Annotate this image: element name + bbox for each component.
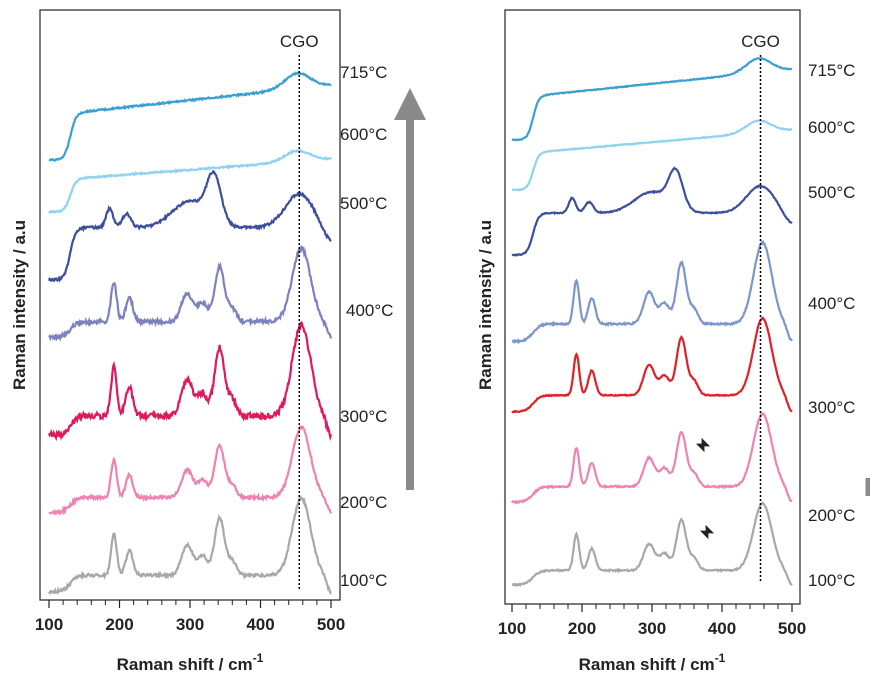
temperature-label: 500°C	[340, 194, 387, 213]
spectrum-line-4	[511, 239, 793, 345]
temperature-label: 400°C	[808, 294, 855, 313]
temperature-label: 400°C	[346, 301, 393, 320]
spectrum-line-2	[48, 148, 332, 215]
left-spectra	[47, 70, 333, 596]
x-tick-label: 100	[498, 619, 526, 638]
star-marker-100c	[699, 524, 715, 540]
star-marker-200c	[695, 437, 711, 453]
temperature-label: 100°C	[808, 571, 855, 590]
left-temperature-labels: 715°C 600°C 500°C 400°C 300°C 200°C 100°C	[340, 63, 393, 590]
spectrum-line-5	[511, 316, 793, 414]
left-cgo-label: CGO	[280, 32, 319, 51]
x-tick-label: 300	[638, 619, 666, 638]
x-tick-label: 400	[708, 619, 736, 638]
right-cgo-label: CGO	[741, 32, 780, 51]
temperature-label: 200°C	[808, 506, 855, 525]
spectrum-line-1	[48, 70, 332, 162]
right-spectra	[511, 56, 793, 588]
temperature-label: 300°C	[808, 398, 855, 417]
temperature-label: 600°C	[340, 125, 387, 144]
spectrum-line-2	[511, 119, 793, 192]
spectrum-line-7	[48, 494, 332, 596]
spectrum-line-3	[47, 169, 332, 283]
x-tick-label: 500	[317, 615, 345, 634]
temperature-label: 200°C	[340, 493, 387, 512]
left-x-ticks: 100 200 300 400 500	[35, 600, 345, 634]
right-y-axis-title: Raman intensity / a.u	[476, 220, 495, 390]
right-x-axis-title: Raman shift / cm-1	[579, 651, 726, 674]
x-tick-label: 500	[778, 619, 806, 638]
spectrum-line-6	[511, 411, 793, 505]
spectrum-line-6	[48, 424, 333, 516]
temperature-label: 715°C	[340, 63, 387, 82]
x-tick-label: 200	[568, 619, 596, 638]
temperature-label: 715°C	[808, 61, 855, 80]
spectrum-line-3	[511, 166, 793, 257]
spectrum-line-7	[511, 501, 793, 588]
spectrum-line-5	[47, 320, 333, 442]
left-x-axis-title: Raman shift / cm-1	[117, 651, 264, 674]
temperature-label: 300°C	[340, 407, 387, 426]
left-y-axis-title: Raman intensity / a.u	[10, 220, 29, 390]
temperature-label: 500°C	[808, 183, 855, 202]
x-tick-label: 300	[176, 615, 204, 634]
spectrum-line-1	[511, 56, 793, 142]
right-x-ticks: 100 200 300 400 500	[498, 604, 806, 638]
right-panel: CGO 715°C600°C500°C400°C300°C200°C100°C …	[476, 9, 870, 674]
x-tick-label: 400	[246, 615, 274, 634]
temperature-label: 100°C	[340, 571, 387, 590]
right-temperature-labels: 715°C 600°C 500°C 400°C 300°C 200°C 100°C	[808, 61, 855, 590]
spectrum-line-4	[48, 245, 333, 343]
left-panel: CGO 715°C600°C500°C400°C300°C200°C100°C …	[10, 9, 426, 674]
x-tick-label: 200	[105, 615, 133, 634]
temperature-label: 600°C	[808, 118, 855, 137]
x-tick-label: 100	[35, 615, 63, 634]
